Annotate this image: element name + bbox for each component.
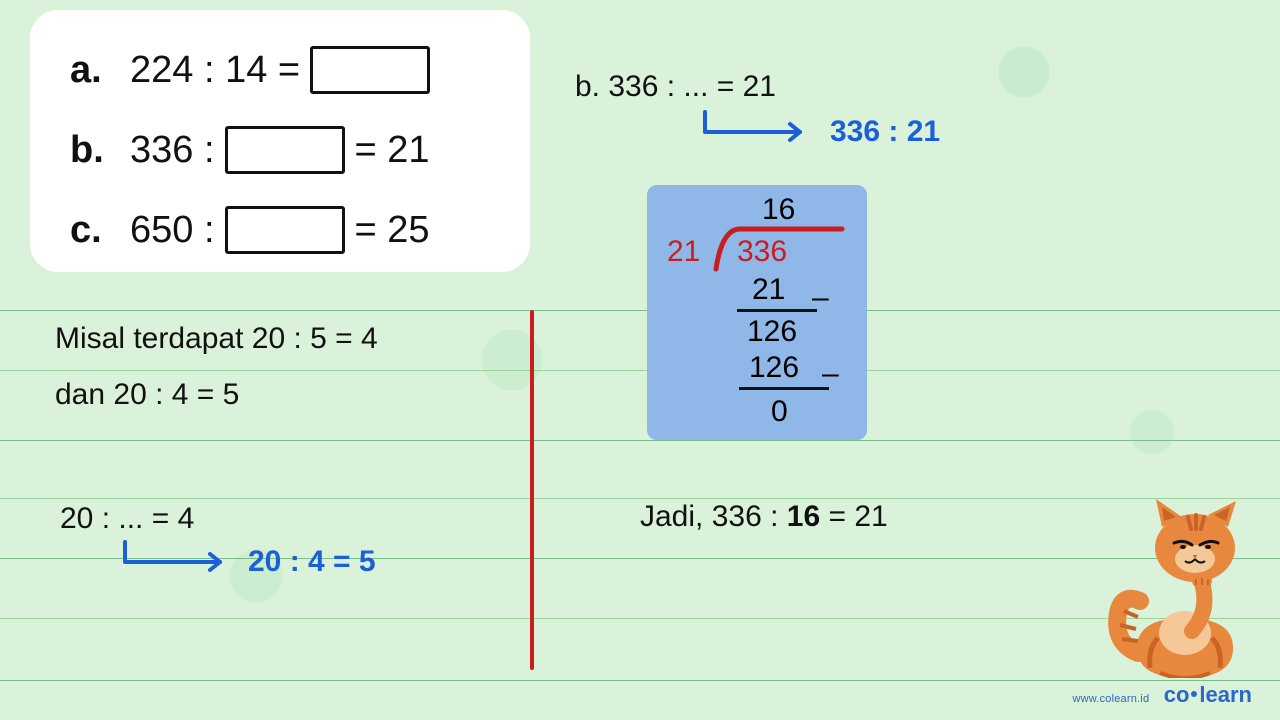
problem-card: a. 224 : 14 = b. 336 : = 21 c. 650 : = 2… — [30, 10, 530, 272]
left-line3: 20 : ... = 4 — [60, 502, 194, 536]
cat-illustration — [1100, 493, 1250, 678]
division-final: 0 — [771, 395, 788, 428]
left-arrow-tip: 20 : 4 = 5 — [248, 545, 376, 579]
problem-row-b: b. 336 : = 21 — [70, 110, 500, 190]
division-step1-remainder: 126 — [747, 315, 797, 348]
conclusion-suffix: = 21 — [820, 500, 888, 533]
arrow-icon — [700, 110, 820, 150]
conclusion-answer: 16 — [787, 500, 820, 533]
right-arrow-tip: 336 : 21 — [830, 115, 940, 149]
problem-expr: 336 : — [130, 129, 215, 172]
arrow-icon — [120, 540, 240, 580]
division-step1-sub: 21 — [752, 273, 785, 306]
notebook-line — [0, 370, 1280, 371]
long-division-box: 16 21 336 21 – 126 126 – 0 — [647, 185, 867, 440]
notebook-line — [0, 498, 1280, 499]
problem-expr-right: = 25 — [355, 209, 430, 252]
notebook-line — [0, 310, 1280, 311]
right-header: b. 336 : ... = 21 — [575, 70, 776, 104]
division-divisor: 21 — [667, 235, 700, 268]
conclusion: Jadi, 336 : 16 = 21 — [640, 500, 888, 534]
conclusion-prefix: Jadi, 336 : — [640, 500, 787, 533]
division-quotient: 16 — [762, 193, 795, 226]
left-line2: dan 20 : 4 = 5 — [55, 378, 239, 412]
blank-box[interactable] — [310, 46, 430, 94]
blank-box[interactable] — [225, 206, 345, 254]
notebook-line — [0, 440, 1280, 441]
left-line1: Misal terdapat 20 : 5 = 4 — [55, 322, 378, 356]
notebook-line — [0, 680, 1280, 681]
logo: www.colearn.id colearn — [1072, 682, 1252, 708]
blank-box[interactable] — [225, 126, 345, 174]
problem-row-a: a. 224 : 14 = — [70, 30, 500, 110]
problem-letter: b. — [70, 129, 130, 172]
problem-row-c: c. 650 : = 25 — [70, 190, 500, 270]
division-step2-sub: 126 — [749, 351, 799, 384]
notebook-line — [0, 618, 1280, 619]
problem-letter: c. — [70, 209, 130, 252]
problem-expr: 224 : 14 = — [130, 49, 300, 92]
problem-expr: 650 : — [130, 209, 215, 252]
logo-brand: colearn — [1164, 682, 1252, 707]
logo-url: www.colearn.id — [1072, 693, 1149, 705]
division-dividend: 336 — [737, 235, 787, 268]
problem-expr-right: = 21 — [355, 129, 430, 172]
vertical-divider — [530, 310, 534, 670]
problem-letter: a. — [70, 49, 130, 92]
